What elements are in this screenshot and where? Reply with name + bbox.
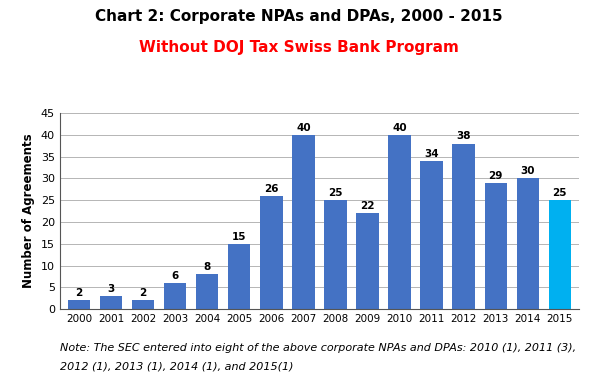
Bar <box>388 135 411 309</box>
Bar <box>67 300 90 309</box>
Text: Chart 2: Corporate NPAs and DPAs, 2000 - 2015: Chart 2: Corporate NPAs and DPAs, 2000 -… <box>95 9 502 25</box>
Text: 34: 34 <box>424 149 439 159</box>
Bar <box>132 300 154 309</box>
Bar <box>164 283 186 309</box>
Text: 2: 2 <box>75 288 82 298</box>
Bar <box>324 200 347 309</box>
Text: 40: 40 <box>296 123 310 133</box>
Y-axis label: Number of Agreements: Number of Agreements <box>22 134 35 288</box>
Bar <box>453 144 475 309</box>
Bar <box>260 196 282 309</box>
Text: 2012 (1), 2013 (1), 2014 (1), and 2015(1): 2012 (1), 2013 (1), 2014 (1), and 2015(1… <box>60 362 293 372</box>
Text: Without DOJ Tax Swiss Bank Program: Without DOJ Tax Swiss Bank Program <box>139 40 458 55</box>
Bar <box>420 161 443 309</box>
Text: 26: 26 <box>264 184 279 194</box>
Text: 6: 6 <box>171 271 179 281</box>
Text: 38: 38 <box>457 132 471 141</box>
Bar <box>292 135 315 309</box>
Text: 25: 25 <box>328 188 343 198</box>
Bar <box>549 200 571 309</box>
Text: 40: 40 <box>392 123 407 133</box>
Text: 22: 22 <box>360 201 375 211</box>
Bar <box>228 244 251 309</box>
Text: 30: 30 <box>521 166 535 176</box>
Bar <box>196 274 219 309</box>
Text: 25: 25 <box>553 188 567 198</box>
Text: Note: The SEC entered into eight of the above corporate NPAs and DPAs: 2010 (1),: Note: The SEC entered into eight of the … <box>60 343 576 353</box>
Text: 2: 2 <box>140 288 147 298</box>
Text: 15: 15 <box>232 231 247 242</box>
Text: 3: 3 <box>107 284 115 294</box>
Bar <box>100 296 122 309</box>
Bar <box>516 178 539 309</box>
Bar <box>356 213 378 309</box>
Bar <box>485 183 507 309</box>
Text: 8: 8 <box>204 262 211 272</box>
Text: 29: 29 <box>488 171 503 181</box>
